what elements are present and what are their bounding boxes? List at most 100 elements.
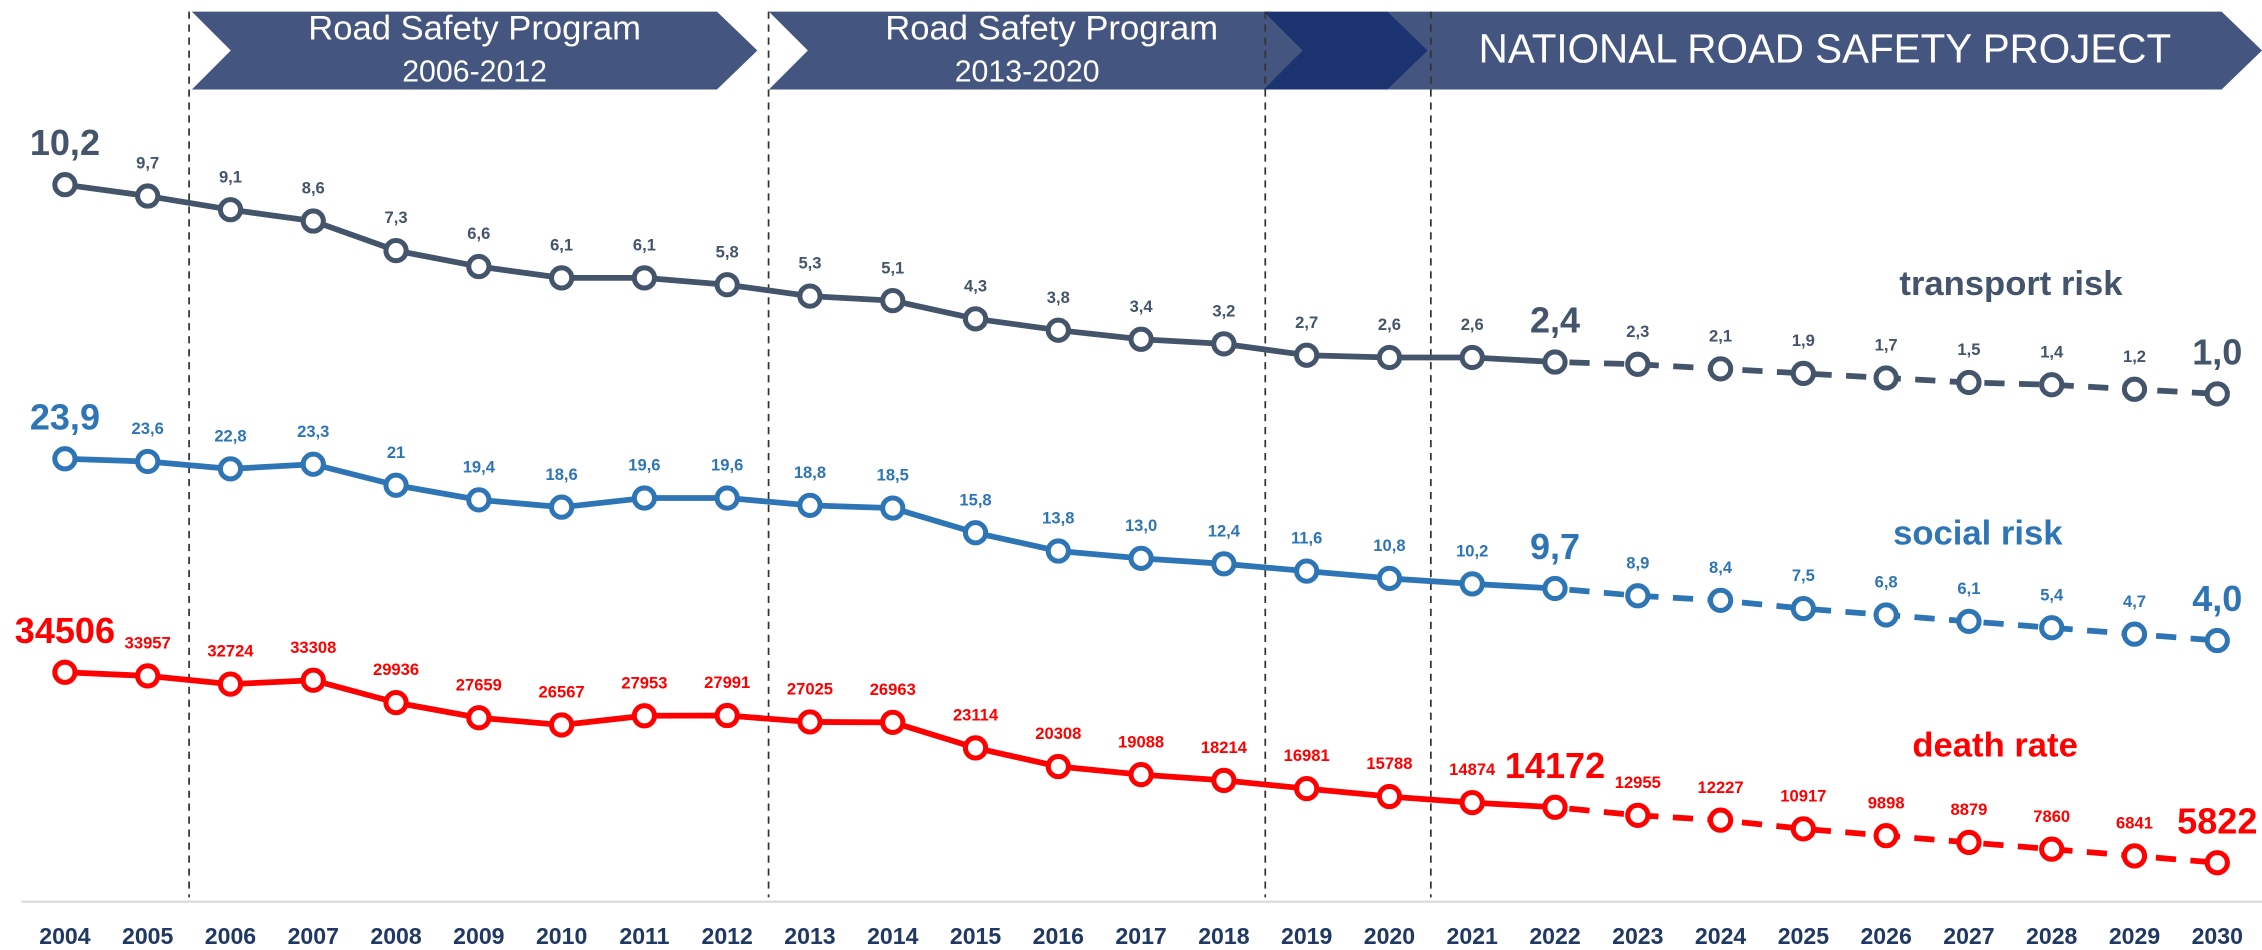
data-point [1128, 762, 1154, 788]
x-tick-label: 2016 [1033, 923, 1084, 949]
x-tick-label: 2006 [205, 923, 256, 949]
data-point [52, 446, 78, 472]
data-point [2204, 850, 2230, 876]
data-point [1790, 816, 1816, 842]
data-label: 7860 [2033, 807, 2070, 826]
data-point [135, 663, 161, 689]
data-point [135, 183, 161, 209]
data-point [880, 495, 906, 521]
data-label: 6,1 [550, 236, 573, 255]
data-point [1707, 587, 1734, 613]
data-label: 23,3 [297, 422, 329, 441]
data-point [797, 492, 823, 518]
x-tick-label: 2018 [1198, 923, 1250, 949]
data-label: 26567 [539, 683, 585, 702]
x-tick-label: 2026 [1860, 923, 1911, 949]
data-point [217, 456, 244, 482]
data-point [1376, 783, 1403, 810]
banner-title: Road Safety Program [885, 9, 1218, 47]
data-point [1294, 342, 1320, 368]
data-point [135, 448, 161, 475]
data-point [1128, 326, 1154, 352]
x-tick-label: 2028 [2026, 923, 2078, 949]
data-label: 4,0 [2192, 578, 2242, 619]
data-point [2039, 836, 2065, 862]
data-label: 9,1 [219, 167, 242, 186]
data-label: 15,8 [959, 490, 991, 509]
x-tick-label: 2019 [1281, 923, 1332, 949]
data-label: 12955 [1615, 773, 1661, 792]
data-label: 32724 [207, 642, 254, 661]
x-tick-label: 2023 [1612, 923, 1663, 949]
data-label: 9,7 [136, 154, 159, 173]
data-point [1459, 344, 1485, 371]
data-label: 8,9 [1626, 553, 1649, 572]
x-tick-label: 2021 [1447, 923, 1499, 949]
data-point [2039, 372, 2065, 398]
x-tick-label: 2007 [288, 923, 339, 949]
data-label: 6,6 [467, 224, 490, 243]
x-tick-label: 2025 [1778, 923, 1830, 949]
data-point [1790, 595, 1816, 622]
x-tick-label: 2009 [453, 923, 504, 949]
data-point [2039, 615, 2065, 641]
data-point [797, 283, 823, 309]
data-label: 2,3 [1626, 322, 1649, 341]
data-label: 14172 [1505, 745, 1605, 786]
data-label: 10917 [1780, 787, 1826, 806]
data-label: 19088 [1118, 732, 1164, 751]
data-point [1956, 829, 1982, 856]
banner-period: 2006-2012 [402, 56, 547, 89]
data-point [300, 667, 326, 693]
data-label: 9,7 [1530, 526, 1580, 567]
data-label: 33308 [290, 638, 336, 657]
data-label: 10,2 [1456, 542, 1488, 561]
data-point [1211, 767, 1237, 794]
data-label: 3,2 [1212, 301, 1235, 320]
data-label: 1,4 [2040, 342, 2064, 361]
x-tick-label: 2029 [2109, 923, 2160, 949]
data-point [1873, 823, 1899, 849]
data-point [2121, 621, 2148, 647]
data-point [2204, 627, 2230, 654]
data-point [466, 253, 492, 280]
x-tick-label: 2008 [370, 923, 422, 949]
banner-shape [1387, 11, 2262, 90]
data-point [217, 671, 244, 697]
data-label: 11,6 [1291, 529, 1322, 548]
data-label: 21 [387, 443, 405, 462]
data-point [52, 659, 78, 685]
data-label: 23114 [953, 706, 999, 725]
data-label: 29936 [373, 660, 419, 679]
data-point [962, 520, 989, 546]
data-point [2121, 376, 2148, 402]
data-label: 3,4 [1130, 297, 1154, 316]
data-label: 19,6 [711, 456, 743, 475]
data-label: 27025 [787, 680, 833, 699]
data-point [383, 237, 409, 264]
data-label: 4,3 [964, 276, 987, 295]
x-tick-label: 2005 [122, 923, 174, 949]
data-label: 18,6 [545, 465, 577, 484]
data-point [300, 451, 326, 477]
data-label: 23,6 [132, 419, 164, 438]
data-label: 13,8 [1042, 509, 1074, 528]
data-label: 5,3 [798, 254, 821, 273]
data-point [1625, 802, 1651, 828]
data-label: 2,6 [1378, 315, 1401, 334]
x-tick-label: 2017 [1115, 923, 1166, 949]
data-point [962, 306, 989, 332]
data-label: 16981 [1284, 746, 1330, 765]
data-label: 6,8 [1875, 573, 1898, 592]
data-label: 6,1 [1957, 579, 1980, 598]
data-point [466, 487, 492, 513]
data-point [1625, 351, 1651, 377]
banner-shape [1263, 11, 1429, 90]
data-label: 18,8 [794, 463, 826, 482]
data-label: 2,1 [1709, 326, 1732, 345]
data-label: 2,7 [1295, 313, 1318, 332]
data-label: 3,8 [1047, 288, 1070, 307]
data-label: 9898 [1868, 793, 1905, 812]
data-label: 12227 [1698, 778, 1744, 797]
